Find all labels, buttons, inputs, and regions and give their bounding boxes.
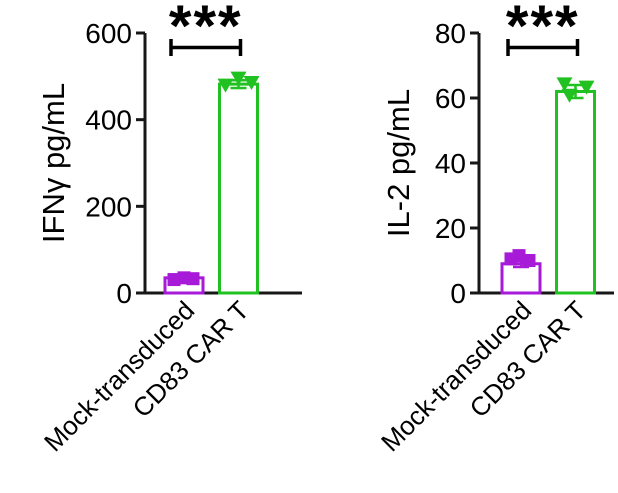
ifng-bar-chart: 0 200 400 600 IFNγ pg/mL *** Mock-transduced CD… — [36, 0, 302, 457]
data-point-square — [167, 273, 181, 287]
data-point-triangle-down — [561, 88, 578, 103]
data-point-square — [186, 272, 200, 286]
y-tick-label: 400 — [85, 105, 132, 136]
y-tick-label: 40 — [435, 148, 466, 179]
data-point-triangle-down — [243, 75, 260, 90]
y-axis-title: IL-2 pg/mL — [381, 89, 416, 237]
y-tick-label: 80 — [435, 18, 466, 49]
y-tick-label: 0 — [450, 278, 466, 309]
data-point-square — [512, 249, 526, 263]
significance-stars: *** — [506, 0, 580, 59]
y-tick-label: 20 — [435, 213, 466, 244]
data-point-triangle-down — [230, 71, 247, 86]
il2-bar-chart: 0 20 40 60 80 IL-2 pg/mL *** Mock-transduced CD8… — [309, 0, 618, 493]
y-axis-title: IFNγ pg/mL — [36, 83, 71, 243]
data-point-triangle-down — [556, 77, 573, 92]
data-point-square — [522, 254, 536, 267]
data-point-triangle-down — [217, 78, 234, 93]
y-tick-label: 200 — [85, 191, 132, 222]
y-tick-label: 60 — [435, 83, 466, 114]
significance-stars: *** — [169, 0, 243, 59]
bar-cd83-car-t — [218, 82, 259, 295]
y-tick-label: 0 — [116, 278, 132, 309]
y-tick-label: 600 — [85, 18, 132, 49]
data-point-triangle-down — [578, 80, 595, 95]
bar-cd83-car-t — [555, 90, 596, 295]
